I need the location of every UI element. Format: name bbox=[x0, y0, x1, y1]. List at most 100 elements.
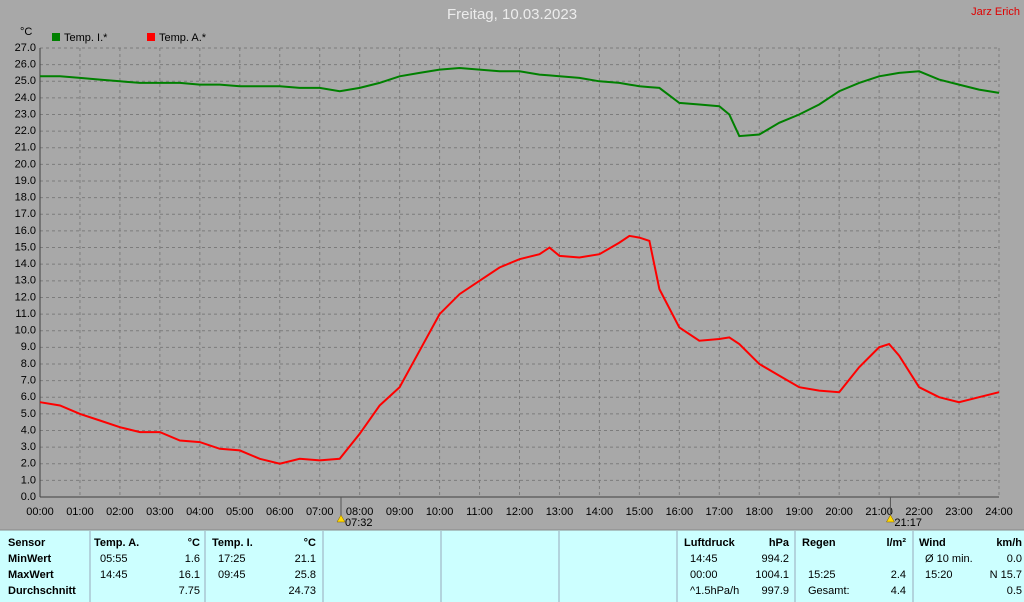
series-line bbox=[39, 234, 1000, 465]
table-time: ^1.5hPa/h bbox=[690, 585, 739, 597]
table-unit: l/m² bbox=[886, 537, 906, 549]
x-tick-label: 22:00 bbox=[905, 506, 933, 518]
table-unit: °C bbox=[188, 537, 200, 549]
table-header: Temp. I. bbox=[212, 537, 253, 549]
table-value: 1.6 bbox=[185, 553, 200, 565]
y-tick-label: 17.0 bbox=[15, 208, 36, 220]
table-value: 2.4 bbox=[891, 569, 906, 581]
table-value: N 15.7 bbox=[990, 569, 1022, 581]
chart-title: Freitag, 10.03.2023 bbox=[447, 6, 577, 23]
table-value: 24.73 bbox=[288, 585, 316, 597]
x-tick-label: 06:00 bbox=[266, 506, 294, 518]
y-tick-label: 2.0 bbox=[21, 458, 36, 470]
table-value: 21.1 bbox=[295, 553, 316, 565]
y-tick-label: 19.0 bbox=[15, 175, 36, 187]
table-time: 14:45 bbox=[100, 569, 128, 581]
table-row-label: MaxWert bbox=[8, 569, 54, 581]
table-value: 1004.1 bbox=[755, 569, 789, 581]
y-tick-label: 23.0 bbox=[15, 108, 36, 120]
table-value: 0.0 bbox=[1007, 553, 1022, 565]
y-tick-label: 26.0 bbox=[15, 59, 36, 71]
table-row-label: MinWert bbox=[8, 553, 52, 565]
y-axis-label: °C bbox=[20, 26, 32, 38]
sun-marker-label: 07:32 bbox=[345, 517, 373, 529]
table-value: 0.5 bbox=[1007, 585, 1022, 597]
table-time: 15:20 bbox=[925, 569, 953, 581]
table-time: 15:25 bbox=[808, 569, 836, 581]
table-value: 7.75 bbox=[179, 585, 200, 597]
x-tick-label: 10:00 bbox=[426, 506, 454, 518]
series-line bbox=[40, 66, 1000, 138]
x-tick-label: 05:00 bbox=[226, 506, 254, 518]
y-tick-label: 25.0 bbox=[15, 75, 36, 87]
x-tick-label: 00:00 bbox=[26, 506, 54, 518]
x-tick-label: 04:00 bbox=[186, 506, 214, 518]
x-tick-label: 08:00 bbox=[346, 506, 374, 518]
sun-icon bbox=[336, 514, 346, 523]
y-tick-label: 14.0 bbox=[15, 258, 36, 270]
x-tick-label: 02:00 bbox=[106, 506, 134, 518]
y-tick-label: 10.0 bbox=[15, 325, 36, 337]
table-header: Temp. A. bbox=[94, 537, 139, 549]
y-tick-label: 22.0 bbox=[15, 125, 36, 137]
table-header: Wind bbox=[919, 537, 946, 549]
table-unit: °C bbox=[304, 537, 316, 549]
x-tick-label: 07:00 bbox=[306, 506, 334, 518]
table-time: 09:45 bbox=[218, 569, 246, 581]
table-value: 997.9 bbox=[761, 585, 789, 597]
table-header: Luftdruck bbox=[684, 537, 736, 549]
x-tick-label: 12:00 bbox=[506, 506, 534, 518]
y-tick-label: 16.0 bbox=[15, 225, 36, 237]
sun-icon bbox=[886, 514, 895, 523]
y-tick-label: 18.0 bbox=[15, 192, 36, 204]
table-time: 14:45 bbox=[690, 553, 718, 565]
y-tick-label: 9.0 bbox=[21, 341, 36, 353]
legend-label: Temp. A.* bbox=[159, 32, 207, 44]
x-tick-label: 15:00 bbox=[626, 506, 654, 518]
y-tick-label: 5.0 bbox=[21, 408, 36, 420]
table-unit: hPa bbox=[769, 537, 790, 549]
table-time: 00:00 bbox=[690, 569, 718, 581]
table-time: 05:55 bbox=[100, 553, 128, 565]
y-tick-label: 0.0 bbox=[21, 491, 36, 503]
y-tick-label: 1.0 bbox=[21, 474, 36, 486]
table-header: Regen bbox=[802, 537, 836, 549]
y-tick-label: 3.0 bbox=[21, 441, 36, 453]
x-tick-label: 03:00 bbox=[146, 506, 174, 518]
x-tick-label: 01:00 bbox=[66, 506, 94, 518]
x-tick-label: 21:00 bbox=[865, 506, 893, 518]
y-tick-label: 20.0 bbox=[15, 158, 36, 170]
x-tick-label: 09:00 bbox=[386, 506, 414, 518]
x-tick-label: 13:00 bbox=[546, 506, 574, 518]
y-tick-label: 13.0 bbox=[15, 275, 36, 287]
x-tick-label: 16:00 bbox=[666, 506, 694, 518]
author: Jarz Erich bbox=[971, 6, 1020, 18]
y-tick-label: 27.0 bbox=[15, 42, 36, 54]
table-value: 994.2 bbox=[761, 553, 789, 565]
table-value: 25.8 bbox=[295, 569, 316, 581]
table-time: Gesamt: bbox=[808, 585, 850, 597]
y-tick-label: 15.0 bbox=[15, 241, 36, 253]
y-tick-label: 12.0 bbox=[15, 291, 36, 303]
x-tick-label: 18:00 bbox=[745, 506, 773, 518]
y-tick-label: 8.0 bbox=[21, 358, 36, 370]
x-tick-label: 23:00 bbox=[945, 506, 973, 518]
legend-swatch bbox=[52, 33, 60, 41]
table-row-label: Sensor bbox=[8, 537, 46, 549]
table-time: Ø 10 min. bbox=[925, 553, 973, 565]
table-unit: km/h bbox=[996, 537, 1022, 549]
y-tick-label: 21.0 bbox=[15, 142, 36, 154]
x-tick-label: 24:00 bbox=[985, 506, 1013, 518]
x-tick-label: 19:00 bbox=[785, 506, 813, 518]
table-value: 4.4 bbox=[891, 585, 906, 597]
y-tick-label: 4.0 bbox=[21, 424, 36, 436]
x-tick-label: 11:00 bbox=[466, 506, 493, 518]
y-tick-label: 11.0 bbox=[15, 308, 36, 320]
chart-background bbox=[0, 0, 1024, 530]
table-time: 17:25 bbox=[218, 553, 246, 565]
x-tick-label: 20:00 bbox=[825, 506, 853, 518]
table-row-label: Durchschnitt bbox=[8, 585, 76, 597]
table-value: 16.1 bbox=[179, 569, 200, 581]
